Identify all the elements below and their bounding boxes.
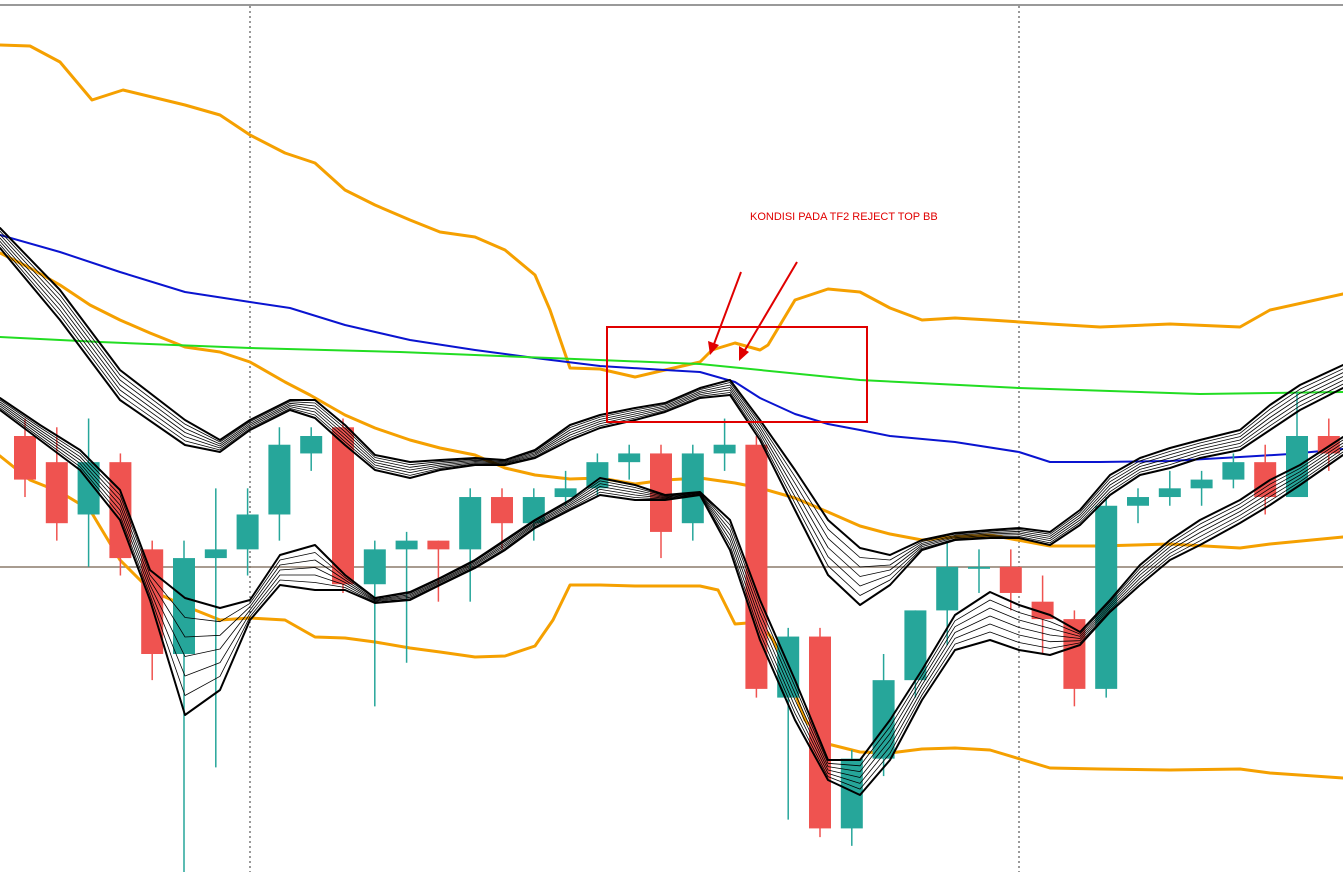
candle-body: [1095, 505, 1118, 689]
ma-ribbon-lower: [0, 399, 1343, 767]
candle-body: [1222, 462, 1245, 480]
candle-body: [1127, 497, 1149, 506]
bb-upper-line: [0, 43, 1343, 379]
ma-blue-line: [0, 234, 1343, 463]
candle-body: [681, 453, 704, 524]
candle-body: [872, 680, 895, 759]
highlight-box: [606, 326, 868, 423]
candle-body: [173, 558, 195, 654]
ma-ribbon-upper: [0, 244, 1343, 596]
candle-body: [332, 427, 354, 585]
candle-body: [1190, 479, 1213, 489]
ma-ribbon-lower: [0, 405, 1343, 784]
annotation-arrow: [713, 271, 742, 345]
candle-body: [427, 540, 450, 550]
candle-body: [713, 444, 736, 454]
candle-body: [363, 549, 386, 585]
candle-body: [1158, 488, 1181, 498]
candle-body: [268, 444, 291, 515]
ma-ribbon-upper: [0, 237, 1343, 577]
candle-body: [999, 566, 1022, 593]
arrow-head: [739, 346, 749, 361]
candle-body: [745, 444, 768, 689]
candle-body: [809, 636, 831, 829]
ma-ribbon-lower: [0, 401, 1343, 773]
candle-body: [459, 497, 482, 550]
candle-body: [491, 497, 513, 524]
ma-ribbon-lower: [0, 403, 1343, 778]
annotation-arrow: [744, 261, 798, 351]
candle-body: [904, 610, 927, 681]
ma-ribbon-upper: [0, 227, 1343, 556]
candle-body: [204, 549, 227, 559]
candle-body: [300, 436, 323, 454]
ma-ribbon-upper: [0, 230, 1343, 561]
annotation-text: KONDISI PADA TF2 REJECT TOP BB: [750, 211, 938, 223]
candle-body: [395, 540, 418, 550]
annotation-group: KONDISI PADA TF2 REJECT TOP BB: [606, 211, 938, 423]
moving-averages: [0, 234, 1343, 463]
arrow-head: [708, 341, 719, 355]
candle-body: [936, 566, 959, 611]
ma-ribbon-upper: [0, 247, 1343, 606]
bb-lower-line: [0, 454, 1343, 780]
ma-ribbons: [0, 227, 1343, 796]
candle-body: [968, 566, 990, 569]
candle-body: [45, 462, 68, 524]
candle-body: [840, 758, 863, 829]
candle-body: [14, 436, 36, 480]
ma-ribbon-upper: [0, 240, 1343, 587]
ma-ribbon-lower: [0, 397, 1343, 761]
candle-body: [554, 488, 577, 498]
candle-body: [618, 453, 641, 463]
ma-ribbon-upper: [0, 234, 1343, 568]
candle-body: [236, 514, 259, 550]
ma-green-line: [0, 336, 1343, 395]
ma-ribbon-lower: [0, 409, 1343, 796]
